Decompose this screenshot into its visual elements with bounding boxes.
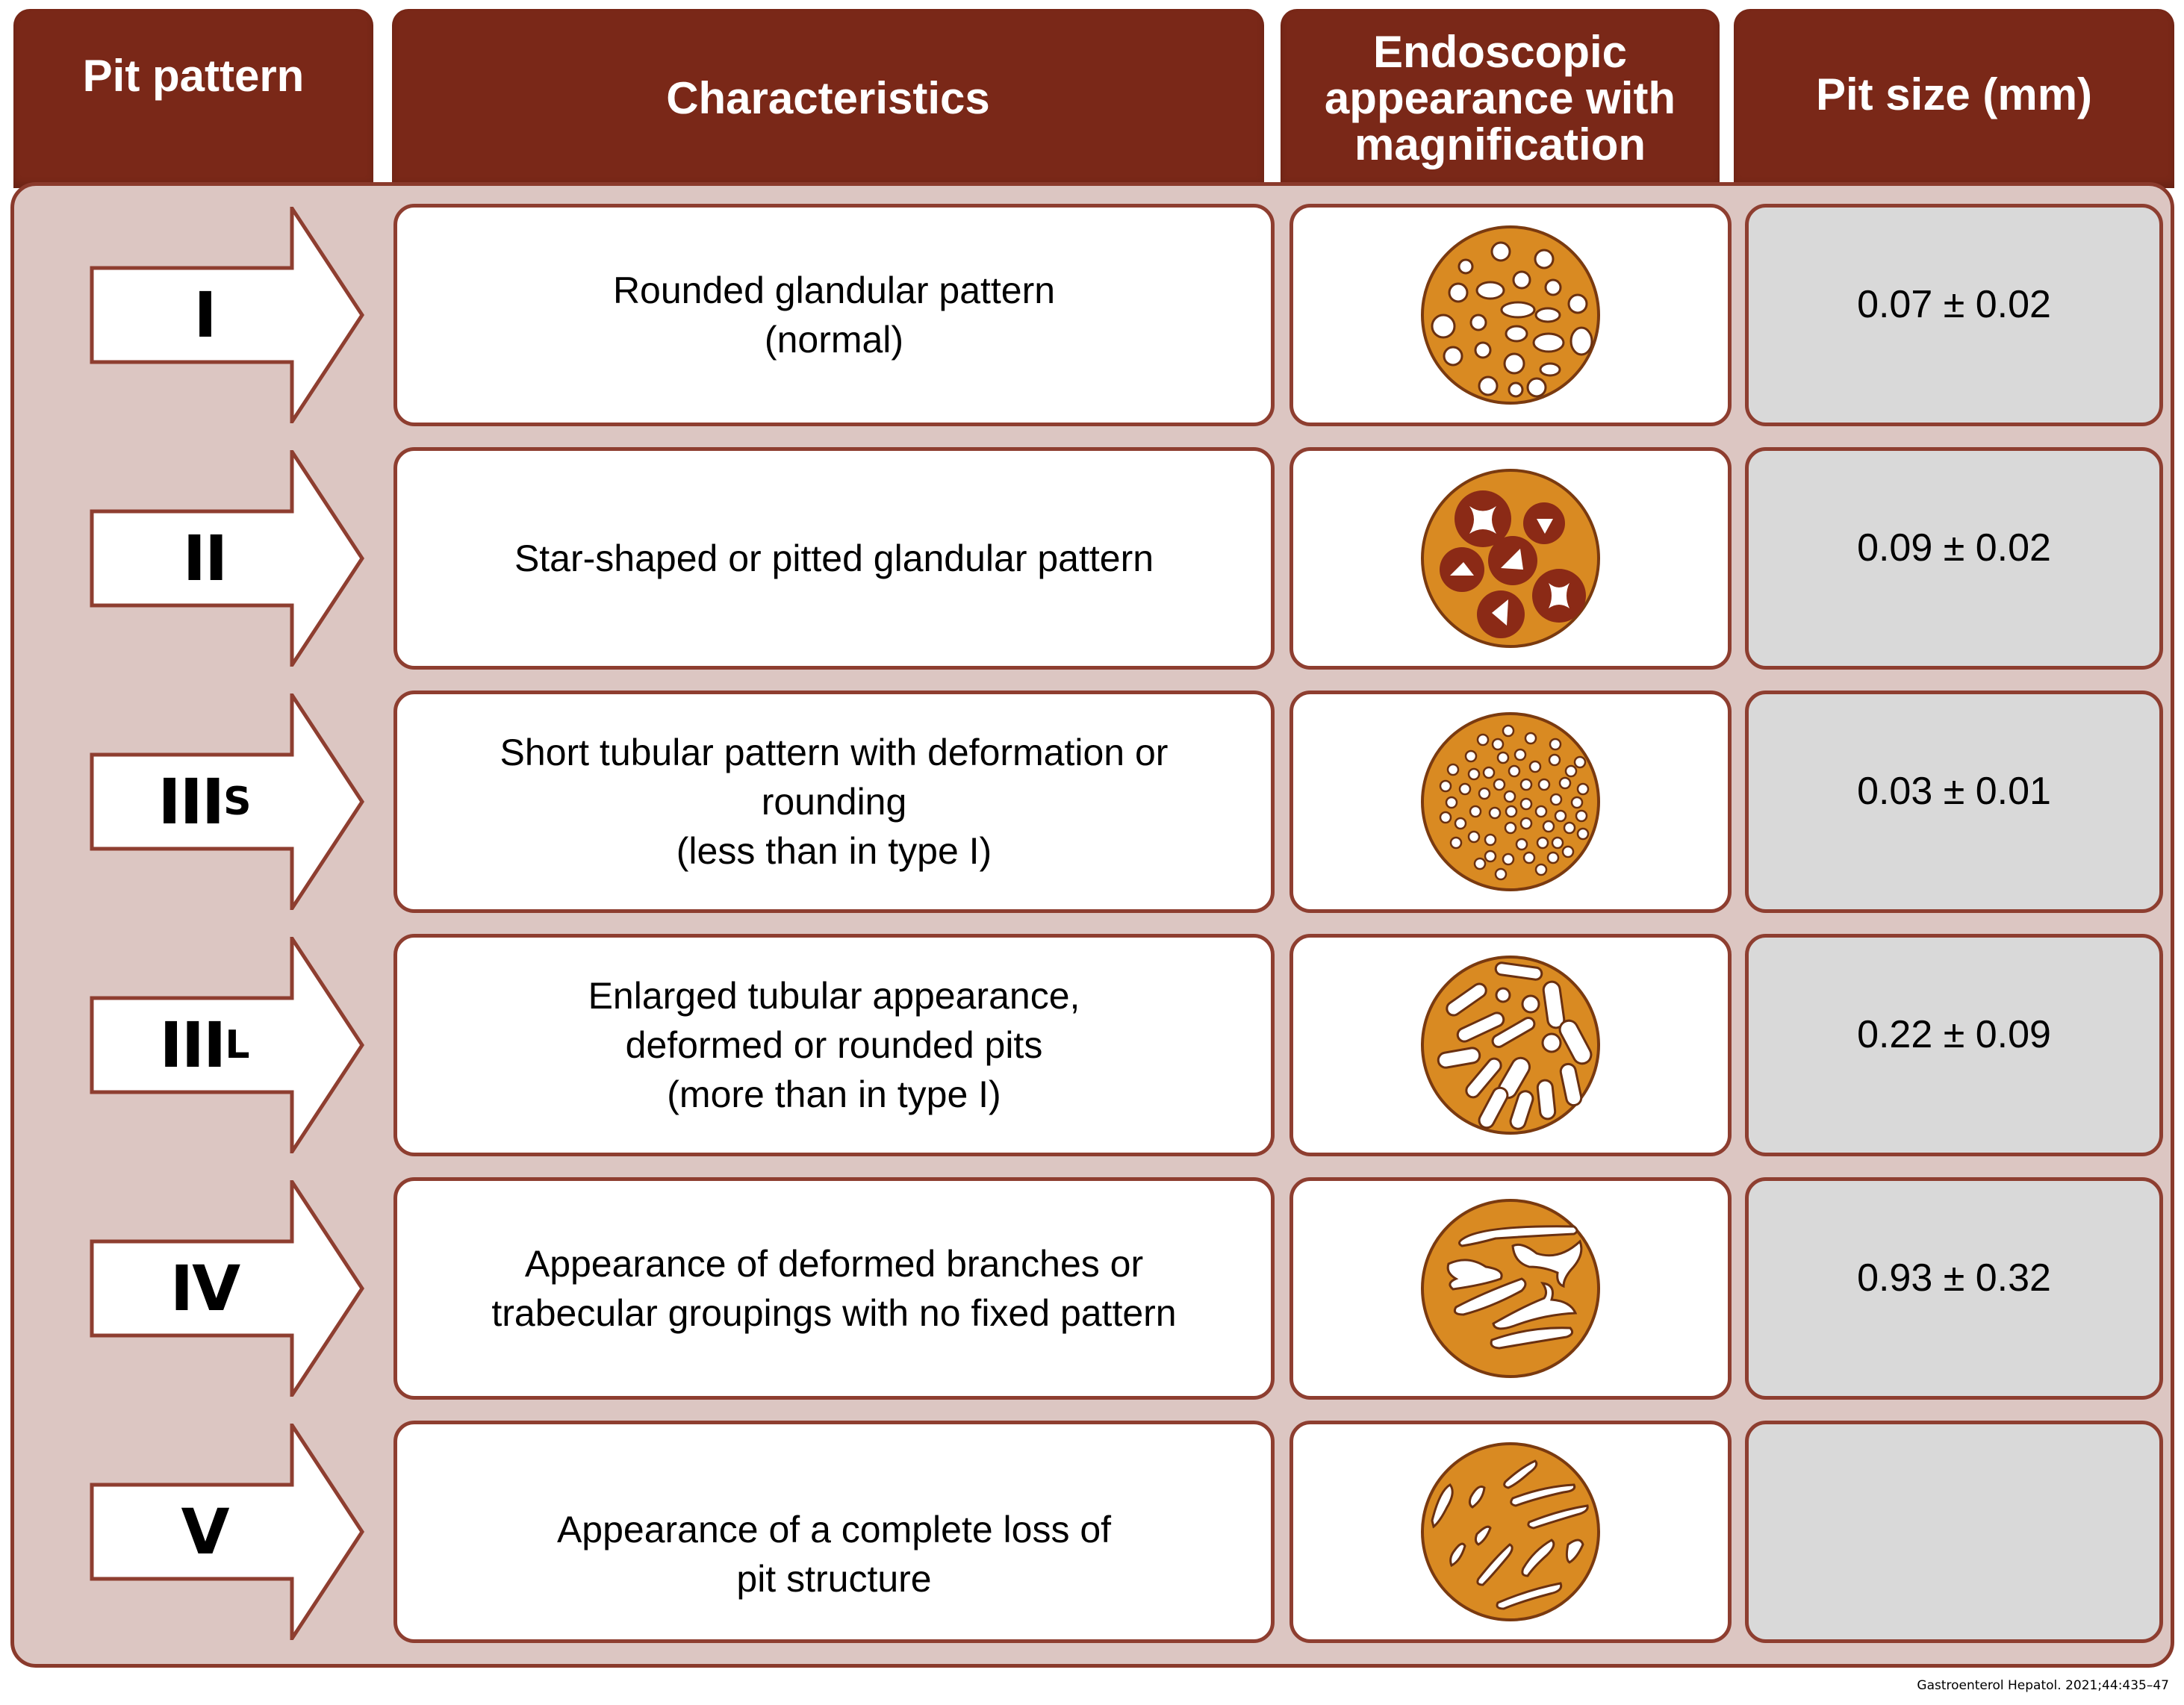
star-pits-icon	[1421, 469, 1600, 648]
endoscopic-image-cell	[1289, 1177, 1732, 1400]
pit-type-label: I	[193, 278, 217, 352]
characteristics-cell: Appearance of a complete loss of pit str…	[393, 1421, 1275, 1643]
table-row-type-i: I Rounded glandular pattern (normal)	[14, 198, 2171, 429]
header-characteristics: Characteristics	[392, 9, 1264, 188]
pit-size-cell: 0.22 ± 0.09	[1745, 934, 2163, 1156]
arrow-icon	[90, 693, 364, 910]
pit-size-cell: 0.07 ± 0.02	[1745, 204, 2163, 426]
pit-size-value: 0.03 ± 0.01	[1857, 770, 2051, 813]
header-endoscopic-line3: magnification	[1354, 119, 1646, 169]
pit-type-label: II	[182, 522, 228, 595]
header-endoscopic-line1: Endoscopic	[1372, 27, 1628, 77]
arrow-icon	[90, 1180, 364, 1397]
tubular-pits-icon	[1421, 956, 1600, 1135]
pit-pattern-table: I Rounded glandular pattern (normal)	[10, 182, 2174, 1668]
pit-size-cell: 0.03 ± 0.01	[1745, 691, 2163, 913]
arrow-icon	[90, 450, 364, 667]
citation: Gastroenterol Hepatol. 2021;44:435–47	[1917, 1678, 2169, 1693]
header-pit-size-label: Pit size (mm)	[1815, 69, 2093, 119]
arrow-icon	[90, 1424, 364, 1640]
endoscopic-image-cell	[1289, 934, 1732, 1156]
pit-size-value: 0.09 ± 0.02	[1857, 526, 2051, 570]
pit-size-cell: 0.09 ± 0.02	[1745, 447, 2163, 670]
irregular-pits-icon	[1421, 1442, 1600, 1621]
pit-size-cell	[1745, 1421, 2163, 1643]
pit-size-value: 0.93 ± 0.32	[1857, 1256, 2051, 1300]
header-endoscopic-appearance: Endoscopic appearance with magnification	[1281, 9, 1720, 188]
table-row-type-iiil: III L Enlarged tubular appearance, deform…	[14, 928, 2171, 1159]
characteristics-cell: Rounded glandular pattern (normal)	[393, 204, 1275, 426]
header-pit-size: Pit size (mm)	[1734, 9, 2174, 188]
branched-pits-icon	[1421, 1199, 1600, 1378]
arrow-icon	[90, 937, 364, 1153]
pit-size-value: 0.22 ± 0.09	[1857, 1013, 2051, 1056]
pit-size-value: 0.07 ± 0.02	[1857, 283, 2051, 326]
pit-size-cell: 0.93 ± 0.32	[1745, 1177, 2163, 1400]
pit-type-label: III L	[159, 1009, 250, 1082]
header-pit-pattern: Pit pattern	[13, 9, 373, 188]
header-characteristics-label: Characteristics	[666, 73, 990, 123]
pit-type-label: IV	[169, 1252, 240, 1325]
table-row-type-iiis: III S Short tubular pattern with deformat…	[14, 685, 2171, 916]
table-row-type-v: V Appearance of a complete loss of pit s…	[14, 1415, 2171, 1646]
characteristics-cell: Star-shaped or pitted glandular pattern	[393, 447, 1275, 670]
characteristics-cell: Short tubular pattern with deformation o…	[393, 691, 1275, 913]
pit-type-label: V	[181, 1495, 229, 1568]
table-row-type-iv: IV Appearance of deformed branches or tr…	[14, 1171, 2171, 1403]
characteristics-cell: Enlarged tubular appearance, deformed or…	[393, 934, 1275, 1156]
round-pits-icon	[1421, 225, 1600, 405]
arrow-icon	[90, 207, 364, 423]
characteristics-cell: Appearance of deformed branches or trabe…	[393, 1177, 1275, 1400]
table-row-type-ii: II Star-shaped or pitted glandular patte…	[14, 441, 2171, 673]
endoscopic-image-cell	[1289, 1421, 1732, 1643]
small-dense-pits-icon	[1421, 712, 1600, 891]
endoscopic-image-cell	[1289, 204, 1732, 426]
pit-type-label: III S	[158, 765, 252, 838]
header-endoscopic-line2: appearance with	[1324, 73, 1676, 123]
endoscopic-image-cell	[1289, 691, 1732, 913]
header-pit-pattern-label: Pit pattern	[82, 51, 305, 101]
endoscopic-image-cell	[1289, 447, 1732, 670]
